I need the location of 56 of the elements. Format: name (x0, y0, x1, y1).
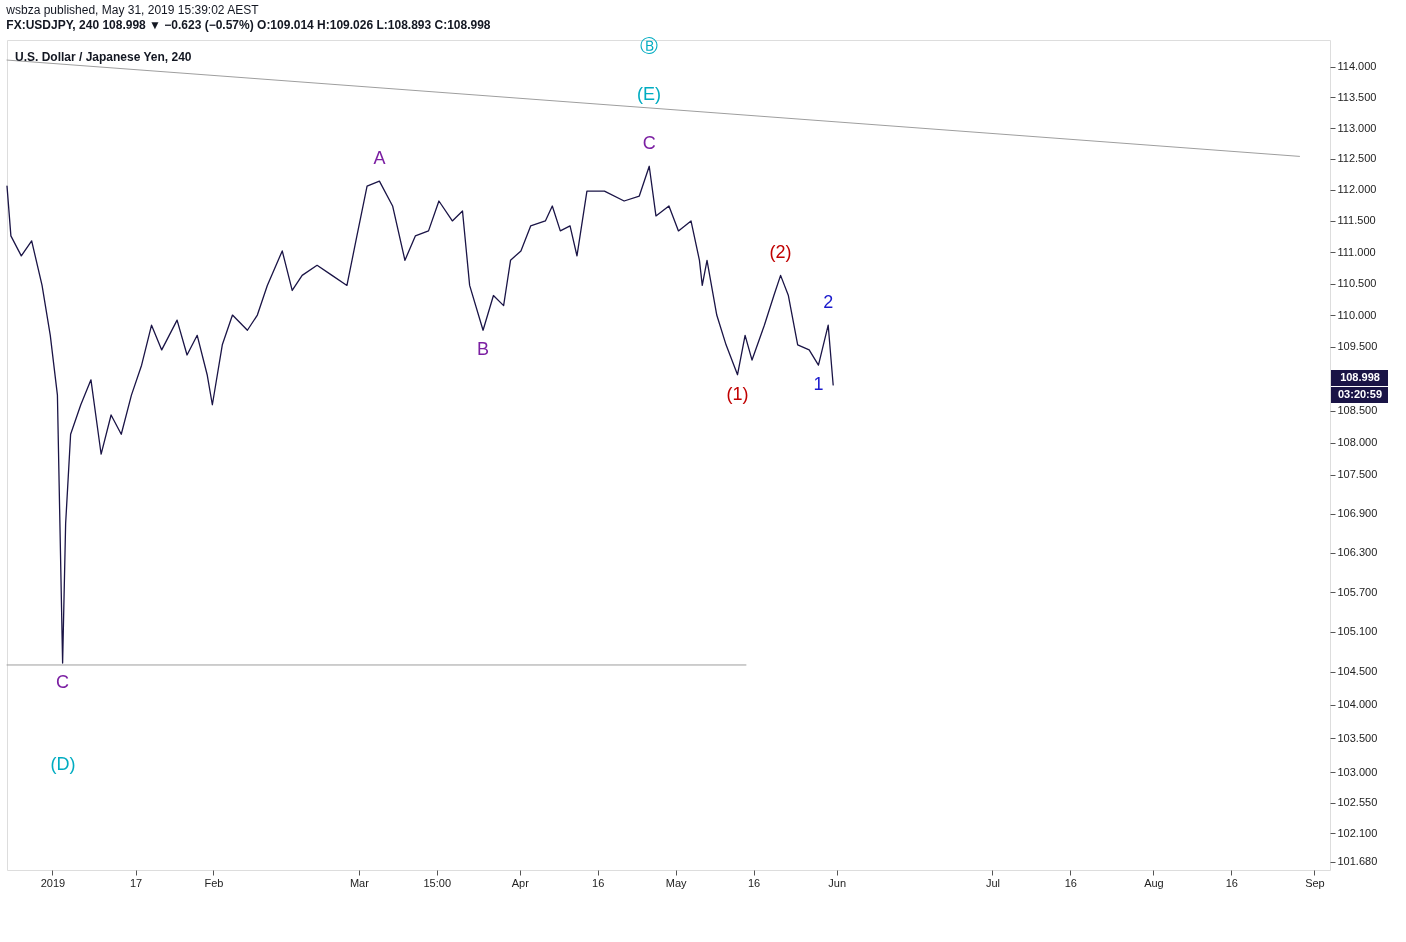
y-tick-label: 111.000 (1337, 245, 1376, 258)
y-tick-label: 103.000 (1337, 765, 1378, 778)
text: 03:20:59 (1337, 387, 1383, 400)
x-tick-label: 16 (747, 876, 761, 889)
x-tick-label: 17 (129, 876, 143, 889)
y-tick-label: 108.000 (1337, 436, 1378, 449)
annotation: 2 (823, 292, 834, 313)
text: 108.998 (1340, 370, 1380, 383)
y-tick-label: 114.000 (1337, 60, 1377, 73)
x-tick-label: 16 (1225, 876, 1238, 889)
y-tick-label: 110.000 (1337, 308, 1377, 321)
y-tick-label: 103.500 (1337, 731, 1378, 744)
annotation: U.S. Dollar / Japanese Yen, 240 (15, 50, 192, 64)
chart-subtitle: FX:USDJPY, 240 108.998 ▼ −0.623 (−0.57%) O:109.014 H:109.026 L:108.893 C:108.998 (6, 18, 491, 32)
annotation: C (642, 133, 656, 154)
x-tick-label: Aug (1144, 876, 1164, 889)
y-tick-label: 109.500 (1337, 340, 1378, 353)
x-tick-label: Jul (985, 876, 1000, 889)
y-tick-label: 112.000 (1337, 183, 1377, 196)
y-tick-label: 106.900 (1337, 507, 1378, 520)
chart-title: wsbza published, May 31, 2019 15:39:02 AEST (5, 3, 260, 17)
annotation: 1 (813, 374, 824, 395)
y-tick-label: 113.000 (1337, 121, 1377, 134)
x-tick-label: Feb (204, 876, 224, 889)
annotation: B (477, 339, 490, 360)
y-tick-label: 107.500 (1337, 468, 1378, 481)
y-tick-label: 110.500 (1337, 277, 1377, 290)
annotation: Ⓑ (640, 36, 658, 56)
annotation: C (56, 671, 70, 692)
x-tick-label: May (665, 876, 688, 889)
annotation: (D) (50, 754, 76, 774)
x-tick-label: Sep (1305, 876, 1325, 889)
annotation: A (373, 148, 386, 169)
x-tick-label: Mar (349, 876, 370, 889)
y-tick-label: 111.500 (1337, 214, 1376, 227)
x-tick-label: 2019 (40, 876, 66, 889)
y-tick-label: 102.100 (1337, 826, 1378, 839)
y-tick-label: 113.500 (1337, 90, 1377, 103)
x-tick-label: 15:00 (423, 876, 452, 889)
y-tick-label: 101.680 (1337, 855, 1378, 868)
y-tick-label: 105.100 (1337, 625, 1378, 638)
line-series (6, 165, 834, 664)
annotation: (1) (726, 383, 749, 404)
y-tick-label: 104.000 (1337, 698, 1378, 711)
annotation: (2) (769, 242, 792, 263)
y-tick-label: 112.500 (1337, 152, 1377, 165)
y-tick-label: 105.700 (1337, 585, 1378, 598)
y-tick-label: 108.500 (1337, 404, 1378, 417)
y-tick-label: 106.300 (1337, 546, 1378, 559)
x-tick-label: Jun (828, 876, 847, 889)
x-tick-label: 16 (592, 876, 605, 889)
y-tick-label: 104.500 (1337, 665, 1378, 678)
y-tick-label: 102.550 (1337, 796, 1378, 809)
annotation: (E) (637, 84, 661, 104)
x-tick-label: 16 (1064, 876, 1077, 889)
x-tick-label: Apr (511, 876, 530, 889)
